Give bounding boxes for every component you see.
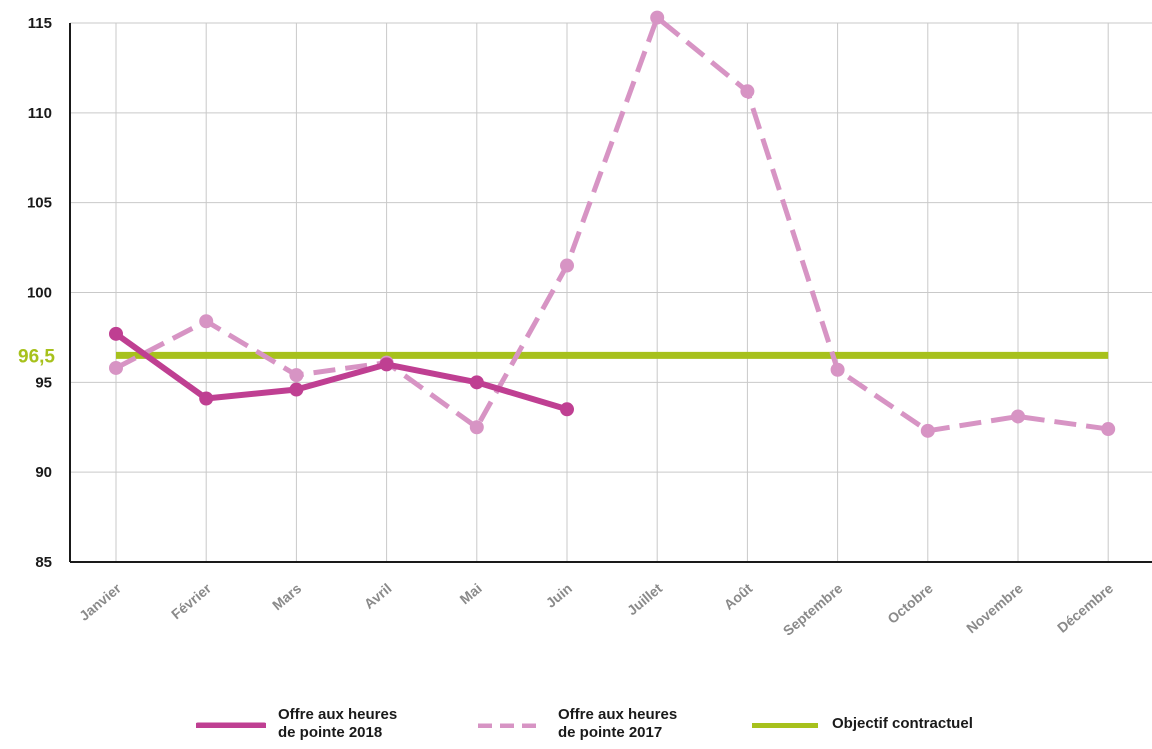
data-point — [379, 357, 394, 372]
data-point — [560, 402, 574, 417]
series-2017 — [109, 10, 1116, 438]
x-tick-label: Mars — [269, 580, 304, 613]
legend-item-2017: Offre aux heures de pointe 2017 — [476, 706, 718, 742]
x-tick-label: Novembre — [963, 580, 1026, 636]
legend-label-target-line1: Objectif contractuel — [832, 715, 973, 732]
y-tick-label: 105 — [27, 195, 52, 212]
x-tick-labels: Janvier Février Mars Avril Mai Juin Juillet Aoû… — [76, 580, 1116, 639]
y-tick-label: 110 — [28, 105, 52, 122]
target-value-label: 96,5 — [18, 346, 55, 367]
legend-label-2018-line1: Offre aux heures — [278, 706, 398, 723]
data-point — [469, 375, 484, 390]
x-tick-label: Décembre — [1054, 580, 1116, 636]
series-line — [113, 330, 570, 413]
x-tick-label: Avril — [361, 580, 395, 612]
legend: Offre aux heures de pointe 2018 Offre au… — [0, 700, 1152, 749]
y-tick-label: 95 — [35, 374, 52, 391]
legend-label-2017: Offre aux heures de pointe 2017 — [558, 706, 718, 742]
series-layer — [109, 10, 1116, 438]
grid-lines — [70, 22, 1152, 562]
x-tick-label: Juillet — [624, 580, 666, 618]
series-line — [114, 15, 1109, 434]
x-tick-label: Septembre — [780, 580, 846, 639]
x-tick-label: Juin — [543, 580, 575, 611]
legend-label-2018-line2: de pointe 2018 — [278, 724, 383, 741]
y-tick-label: 90 — [35, 464, 52, 481]
data-point — [199, 314, 214, 329]
legend-label-2017-line1: Offre aux heures — [558, 706, 678, 723]
axes — [69, 23, 1152, 563]
data-point — [830, 362, 845, 377]
y-tick-label: 115 — [28, 15, 52, 32]
legend-label-2018: Offre aux heures de pointe 2018 — [278, 706, 438, 742]
data-point — [560, 258, 574, 273]
data-point — [650, 10, 665, 25]
y-tick-label: 85 — [35, 554, 52, 571]
x-tick-label: Mai — [457, 580, 485, 607]
data-point — [109, 360, 123, 375]
data-point — [920, 423, 935, 438]
x-tick-label: Janvier — [76, 580, 124, 624]
data-point — [289, 382, 304, 397]
legend-swatch-2017 — [478, 723, 544, 728]
x-tick-label: Août — [721, 580, 756, 613]
data-point — [289, 368, 304, 383]
data-point — [199, 391, 214, 406]
x-tick-label: Février — [168, 580, 214, 623]
legend-item-2018: Offre aux heures de pointe 2018 — [196, 706, 438, 742]
data-point — [1101, 422, 1116, 437]
x-tick-label: Octobre — [884, 580, 936, 627]
legend-item-target: Objectif contractuel — [750, 715, 992, 733]
legend-label-target: Objectif contractuel — [832, 715, 992, 733]
data-point — [469, 420, 484, 435]
legend-swatch-target — [752, 722, 818, 728]
legend-label-2017-line2: de pointe 2017 — [558, 724, 663, 741]
data-point — [740, 84, 755, 99]
legend-swatch-2018 — [196, 722, 266, 728]
line-chart: 96,5 85 90 95 100 105 110 115 Janvier Février Ma… — [18, 10, 1152, 639]
target-line-group: 96,5 — [18, 346, 1109, 367]
data-point — [109, 326, 123, 341]
data-point — [1011, 409, 1025, 424]
y-tick-label: 100 — [27, 285, 52, 302]
series-2018 — [109, 326, 574, 417]
y-tick-labels: 85 90 95 100 105 110 115 — [27, 15, 52, 571]
